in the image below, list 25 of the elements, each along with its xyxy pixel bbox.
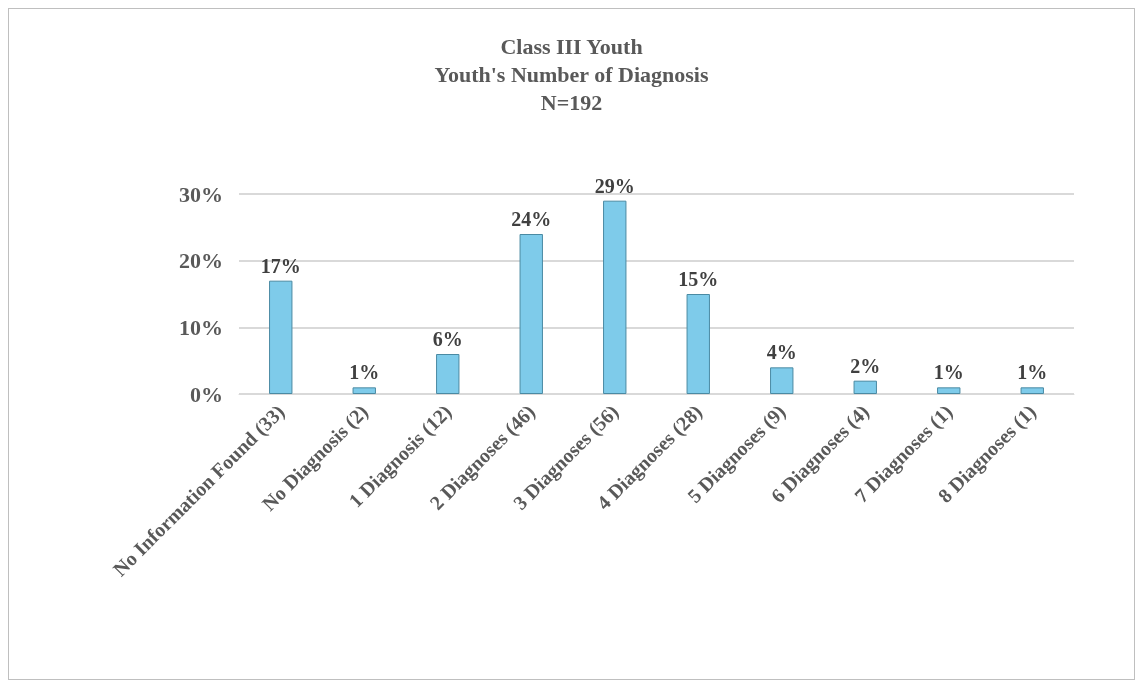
data-label: 1% (933, 361, 964, 384)
bar (853, 380, 877, 394)
data-label: 1% (1017, 361, 1048, 384)
bar (770, 367, 794, 394)
bar (603, 200, 627, 394)
data-label: 4% (766, 341, 797, 364)
bar (1020, 387, 1044, 394)
data-label: 1% (349, 361, 380, 384)
data-label: 24% (511, 208, 552, 230)
data-label: 2% (850, 354, 881, 377)
y-tick-label: 10% (179, 314, 223, 340)
data-label: 17% (260, 254, 301, 277)
y-tick-label: 20% (179, 248, 223, 274)
data-label: 6% (432, 328, 463, 350)
chart-title: Class III Youth Youth's Number of Diagnosis N=192 (434, 33, 709, 115)
bar (269, 280, 293, 394)
bar (352, 387, 376, 394)
data-label: 15% (678, 268, 719, 290)
bar (519, 234, 543, 394)
y-tick-label: 30% (179, 181, 223, 207)
bar (937, 387, 961, 394)
data-label: 29% (594, 174, 635, 197)
bar (436, 354, 460, 394)
bar (686, 294, 710, 394)
y-tick-label: 0% (190, 381, 223, 407)
